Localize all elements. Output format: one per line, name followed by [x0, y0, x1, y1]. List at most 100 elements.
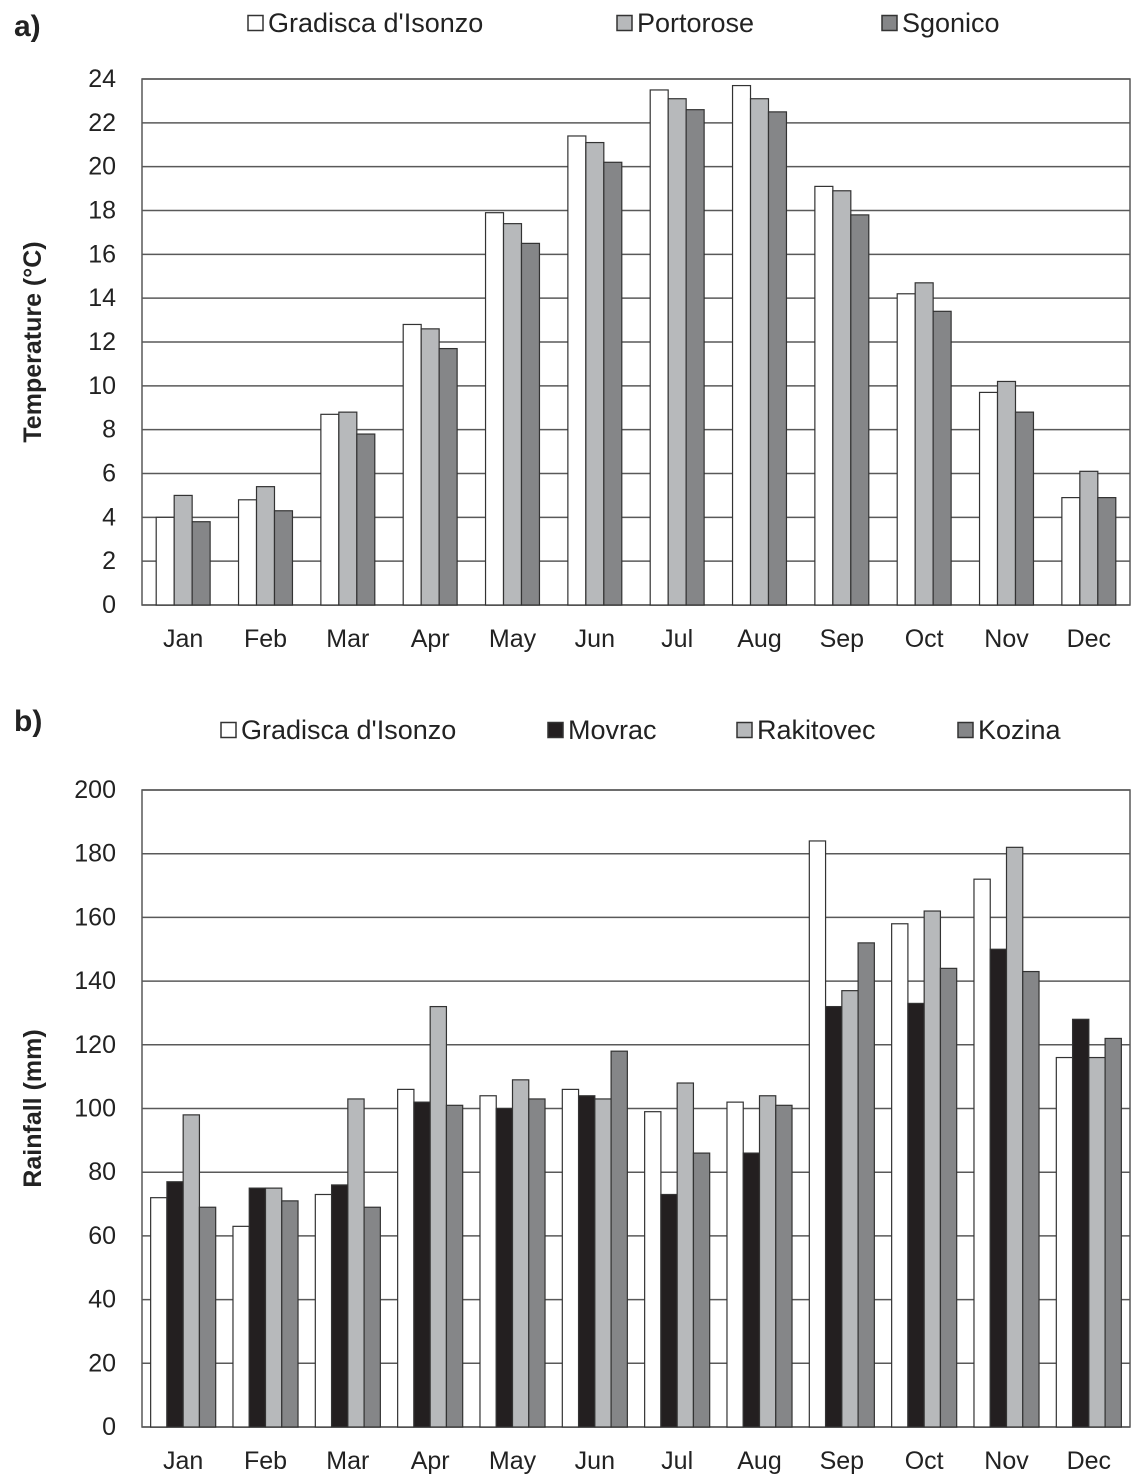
bar — [603, 161, 623, 606]
bar — [989, 948, 1008, 1428]
bar — [567, 135, 587, 606]
legend-label: Gradisca d'Isonzo — [268, 8, 483, 38]
bar — [939, 967, 958, 1428]
bar — [502, 223, 523, 606]
y-tick-label: 10 — [88, 372, 116, 400]
bar — [914, 282, 934, 606]
bar — [685, 109, 705, 606]
bar — [320, 413, 340, 606]
bar — [808, 840, 827, 1428]
bar — [166, 1181, 184, 1428]
bar — [660, 1193, 678, 1428]
y-axis-title: Temperature (°C) — [19, 241, 47, 442]
bar — [832, 190, 852, 606]
bar — [667, 98, 687, 606]
y-tick-label: 6 — [102, 460, 116, 488]
x-tick-label: Apr — [411, 625, 450, 653]
bar — [397, 1088, 415, 1428]
y-tick-label: 16 — [88, 240, 116, 268]
y-tick-label: 12 — [88, 328, 116, 356]
legend-swatch — [547, 721, 564, 739]
bar — [173, 494, 193, 606]
y-tick-label: 14 — [88, 284, 116, 312]
x-tick-label: Dec — [1067, 625, 1111, 653]
bar — [649, 89, 669, 606]
bar — [438, 347, 458, 606]
x-tick-label: Apr — [411, 1447, 450, 1475]
bar — [749, 98, 770, 606]
x-tick-label: Jun — [575, 625, 615, 653]
bar — [232, 1225, 250, 1428]
bar — [814, 185, 834, 606]
x-tick-label: Aug — [737, 1447, 781, 1475]
bar — [347, 1098, 365, 1428]
y-tick-label: 18 — [88, 197, 116, 225]
x-tick-label: Nov — [984, 625, 1029, 653]
bar — [742, 1152, 761, 1428]
y-tick-label: 0 — [102, 591, 116, 619]
bar — [413, 1101, 431, 1428]
bar — [273, 510, 294, 606]
x-tick-label: Nov — [984, 1447, 1029, 1475]
x-tick-label: Aug — [737, 625, 781, 653]
y-tick-label: 120 — [74, 1031, 116, 1059]
bar — [896, 293, 916, 606]
bar — [731, 84, 752, 606]
x-tick-label: Jan — [163, 1447, 203, 1475]
x-tick-label: Oct — [905, 625, 944, 653]
legend-item: Rakitovec — [736, 715, 876, 745]
bar — [644, 1111, 662, 1428]
legend-item: Movrac — [547, 715, 657, 745]
bar — [402, 323, 422, 606]
bar — [511, 1079, 530, 1428]
bar — [1071, 1018, 1090, 1428]
legend-label: Movrac — [568, 715, 657, 745]
bar — [1022, 970, 1040, 1428]
x-tick-label: Jun — [575, 1447, 615, 1475]
legend-label: Sgonico — [902, 8, 1000, 38]
legend-label: Rakitovec — [757, 715, 876, 745]
y-tick-label: 4 — [102, 503, 116, 531]
x-tick-label: Dec — [1067, 1447, 1111, 1475]
y-tick-label: 140 — [74, 967, 116, 995]
bar — [577, 1095, 596, 1428]
bar — [237, 499, 258, 606]
bar — [1104, 1037, 1122, 1428]
bar — [264, 1187, 283, 1428]
bar — [338, 411, 358, 606]
y-tick-label: 40 — [88, 1286, 116, 1314]
y-tick-label: 60 — [88, 1222, 116, 1250]
x-tick-label: Mar — [326, 625, 369, 653]
x-tick-label: May — [489, 625, 537, 653]
panel-label: b) — [14, 705, 42, 738]
bar — [594, 1098, 612, 1428]
legend-item: Gradisca d'Isonzo — [247, 8, 483, 38]
legend-item: Kozina — [957, 715, 1062, 745]
bar — [191, 521, 211, 606]
bar — [445, 1104, 464, 1428]
x-tick-label: Jan — [163, 625, 203, 653]
bar — [610, 1050, 628, 1428]
bar — [726, 1101, 744, 1428]
legend-swatch — [220, 721, 237, 739]
bar — [561, 1088, 580, 1428]
y-tick-label: 160 — [74, 903, 116, 931]
bar — [1055, 1056, 1074, 1428]
bar — [255, 486, 276, 606]
bar — [528, 1098, 546, 1428]
bar — [155, 516, 175, 606]
bar — [495, 1107, 514, 1428]
legend-swatch — [957, 721, 974, 739]
bar — [281, 1200, 299, 1428]
x-tick-label: Jul — [661, 625, 693, 653]
x-tick-label: Mar — [326, 1447, 369, 1475]
panel-label: a) — [14, 10, 41, 43]
plot-area — [141, 789, 1131, 1428]
bar — [585, 141, 605, 606]
bar — [1088, 1056, 1106, 1428]
bar — [841, 990, 859, 1428]
legend-swatch — [616, 14, 633, 32]
bar — [767, 111, 788, 606]
bar — [857, 942, 875, 1428]
bar — [1079, 470, 1099, 606]
